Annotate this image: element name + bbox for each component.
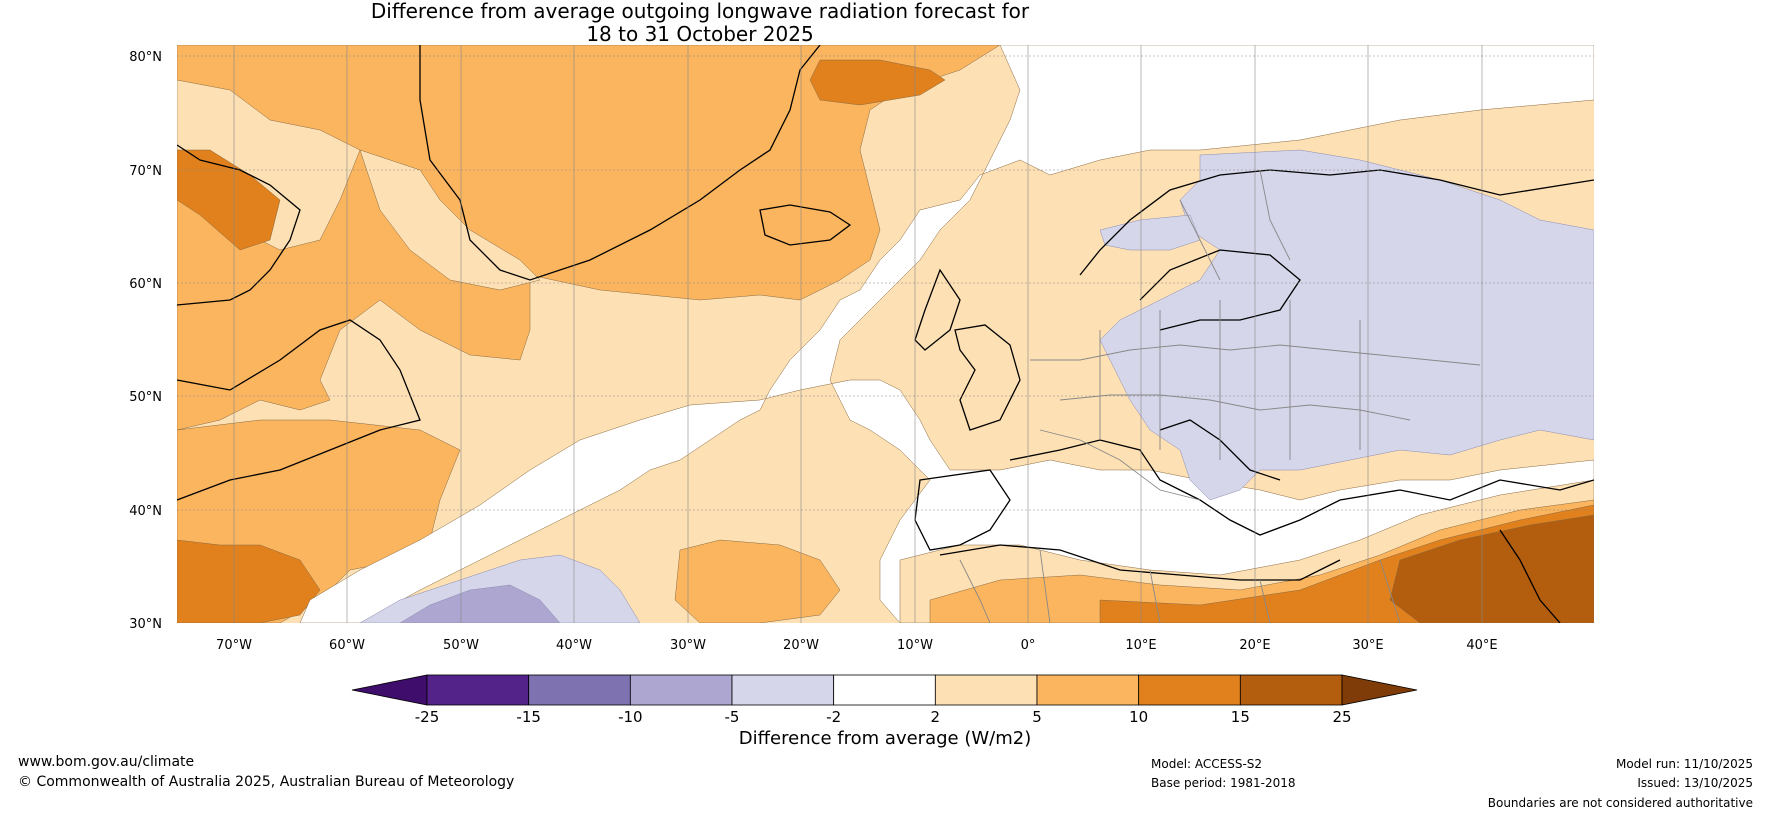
lat-label: 30°N (129, 617, 162, 632)
chart-title: Difference from average outgoing longwav… (0, 0, 1400, 46)
lon-label: 50°W (443, 638, 479, 653)
map-svg: 80°N 70°N 60°N 50°N 40°N 30°N 70°W 60°W … (129, 45, 1594, 653)
map-plot (177, 45, 1594, 623)
anomaly-region-north-atlantic-pale (359, 149, 541, 291)
colorbar-tick: 10 (1129, 708, 1148, 726)
footer-base-period: Base period: 1981-2018 (1151, 776, 1296, 790)
colorbar-segment (1138, 674, 1241, 706)
colorbar-segment (833, 674, 936, 706)
title-line-2: 18 to 31 October 2025 (586, 22, 814, 46)
anomaly-region-eastern-europe-lilac (1099, 149, 1594, 501)
colorbar-segment (528, 674, 631, 706)
footer-website[interactable]: www.bom.gov.au/climate (18, 754, 195, 770)
lon-label: 0° (1021, 638, 1036, 653)
colorbar-extend-high (1341, 674, 1418, 706)
lat-label: 70°N (129, 164, 162, 179)
colorbar-tick: 2 (931, 708, 941, 726)
lon-label: 60°W (329, 638, 365, 653)
colorbar-segment (934, 674, 1038, 706)
footer-disclaimer: Boundaries are not considered authoritat… (1487, 796, 1753, 810)
anomaly-region-baffin-dark (177, 149, 281, 251)
country-borders (959, 169, 1481, 623)
colorbar-segment (731, 674, 835, 706)
map-area: 80°N 70°N 60°N 50°N 40°N 30°N 70°W 60°W … (129, 45, 1594, 653)
colorbar-segment (1036, 674, 1140, 706)
colorbar-tick: -15 (516, 708, 541, 726)
colorbar-tick: -5 (725, 708, 740, 726)
colorbar-tick: -10 (618, 708, 643, 726)
anomaly-region-southwest-dark (177, 539, 321, 623)
lon-label: 30°W (670, 638, 706, 653)
lon-label: 30°E (1352, 638, 1383, 653)
lon-label: 40°W (556, 638, 592, 653)
colorbar-tick-labels: -25 -15 -10 -5 -2 2 5 10 15 25 (415, 708, 1352, 726)
anomaly-region-norway-lilac (1099, 214, 1201, 251)
graticule (177, 45, 1594, 623)
colorbar-tick: 25 (1332, 708, 1351, 726)
colorbar-tick: 15 (1231, 708, 1250, 726)
lon-label: 20°E (1239, 638, 1270, 653)
colorbar-tick: -25 (415, 708, 440, 726)
footer-copyright: © Commonwealth of Australia 2025, Austra… (18, 774, 515, 790)
lat-label: 50°N (129, 390, 162, 405)
footer-model-run: Model run: 11/10/2025 (1615, 757, 1753, 771)
colorbar-extend-low (351, 674, 428, 706)
anomaly-region-southwest-atlantic-purple (399, 584, 561, 623)
anomaly-region-europe-neutral (299, 45, 1594, 623)
colorbar-segment (426, 674, 530, 706)
latitude-labels: 80°N 70°N 60°N 50°N 40°N 30°N (129, 50, 162, 632)
lat-label: 60°N (129, 277, 162, 292)
lon-label: 20°W (783, 638, 819, 653)
lon-label: 10°W (897, 638, 933, 653)
anomaly-region-greenland-dark (809, 59, 946, 106)
longitude-labels: 70°W 60°W 50°W 40°W 30°W 20°W 10°W 0° 10… (216, 638, 1498, 653)
lat-label: 80°N (129, 50, 162, 65)
colorbar-segments (351, 674, 1418, 706)
colorbar: -25 -15 -10 -5 -2 2 5 10 15 25 (351, 674, 1418, 726)
colorbar-tick: -2 (826, 708, 841, 726)
footer-issued: Issued: 13/10/2025 (1637, 776, 1753, 790)
anomaly-region-middle-east-brown (1389, 514, 1594, 623)
footer-model: Model: ACCESS-S2 (1151, 757, 1263, 771)
title-line-1: Difference from average outgoing longwav… (370, 0, 1030, 23)
lat-label: 40°N (129, 504, 162, 519)
colorbar-title: Difference from average (W/m2) (738, 728, 1032, 749)
anomaly-region-greenland (177, 45, 1001, 431)
lon-label: 10°E (1125, 638, 1156, 653)
colorbar-segment (629, 674, 733, 706)
lon-label: 70°W (216, 638, 252, 653)
anomaly-region-central-atlantic-orange (674, 539, 841, 623)
colorbar-segment (1239, 674, 1343, 706)
colorbar-tick: 5 (1032, 708, 1042, 726)
lon-label: 40°E (1466, 638, 1497, 653)
